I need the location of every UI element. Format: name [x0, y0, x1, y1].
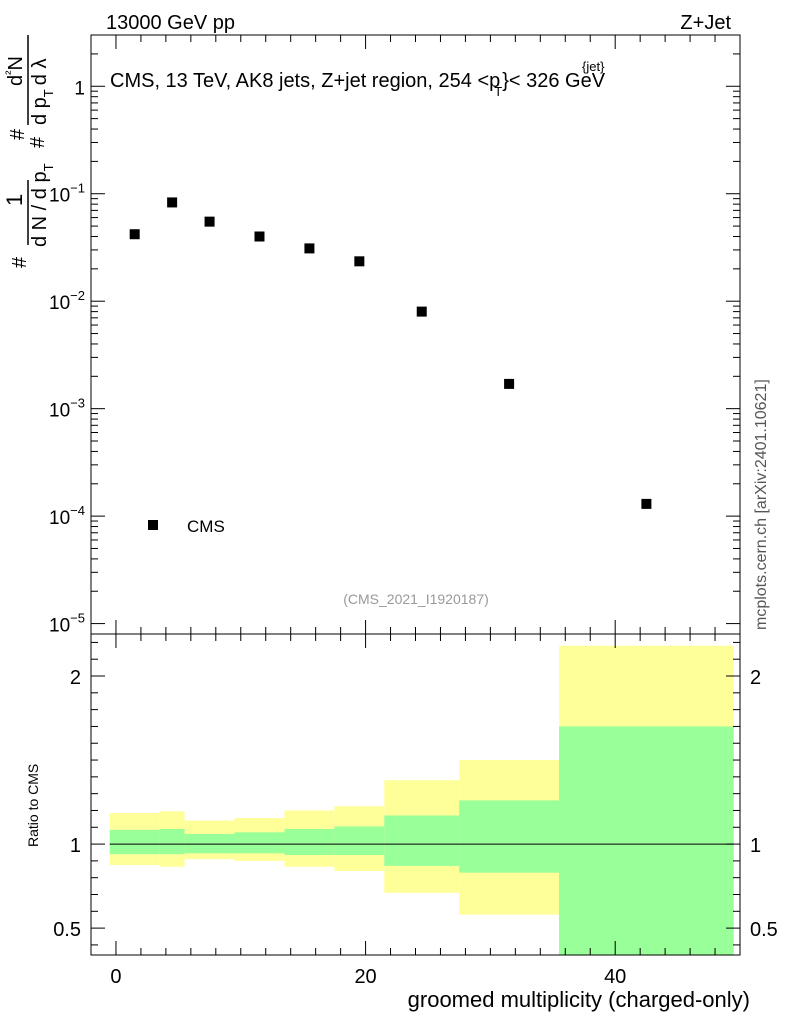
- ratio-xtick-label: 0: [110, 966, 121, 988]
- ratio-band-bin: [384, 815, 460, 866]
- main-ytick-label: 10−2: [49, 288, 85, 314]
- ratio-xtick-label: 20: [354, 966, 376, 988]
- ratio-xlabel: groomed multiplicity (charged-only): [408, 987, 750, 1012]
- ylabel-d2n: d²N: [2, 56, 27, 86]
- ratio-ytick-label-right: 0.5: [750, 919, 778, 941]
- ratio-axis-ticks: 0.5 0.51 12 20 20 40: [53, 634, 778, 988]
- ratio-band-bin: [334, 826, 385, 856]
- ylabel-hash-3: #: [27, 136, 49, 148]
- header-right: Z+Jet: [680, 12, 731, 34]
- plot-title-sup: {jet}: [582, 59, 605, 74]
- ratio-band-bin: [234, 832, 285, 854]
- data-point-cms: [167, 197, 178, 208]
- main-ytick-label: 10−4: [49, 503, 85, 529]
- plot-title-tail: }< 326 GeV: [502, 70, 606, 92]
- data-point-cms: [204, 216, 215, 227]
- data-point-cms: [504, 378, 515, 389]
- main-ytick-label: 10−5: [49, 611, 85, 637]
- main-ytick-label: 10−1: [49, 181, 85, 207]
- ratio-ytick-label-right: 2: [750, 667, 761, 689]
- ratio-ylabel: Ratio to CMS: [25, 764, 41, 847]
- data-point-cms: [129, 229, 140, 240]
- data-point-cms: [304, 243, 315, 254]
- main-axis-ticks: 1 10−1 10−2 10−3 10−4 10−5: [49, 34, 741, 637]
- ratio-band-bin: [284, 828, 335, 856]
- main-data-points: [129, 197, 652, 509]
- side-label: mcplots.cern.ch [arXiv:2401.10621]: [753, 379, 770, 630]
- ratio-uncertainty-bands: [109, 645, 734, 955]
- ratio-ytick-label: 0.5: [53, 919, 81, 941]
- ratio-ytick-label: 2: [70, 667, 81, 689]
- plot-title-sub: T: [494, 84, 502, 99]
- ratio-xtick-label: 40: [604, 966, 626, 988]
- legend-label-cms: CMS: [187, 517, 225, 536]
- ylabel-hash-1: #: [9, 256, 31, 268]
- plot-title-main: CMS, 13 TeV, AK8 jets, Z+jet region, 254…: [110, 70, 500, 92]
- plot-title: CMS, 13 TeV, AK8 jets, Z+jet region, 254…: [110, 70, 606, 99]
- data-point-cms: [641, 498, 652, 509]
- ylabel-denom: d N / d pT: [29, 163, 56, 247]
- data-point-cms: [416, 306, 427, 317]
- ratio-band-bin: [559, 726, 734, 955]
- main-ytick-label: 10−3: [49, 396, 85, 422]
- main-plot-panel: 1 10−1 10−2 10−3 10−4 10−5 CMS, 13 TeV, AK8 j…: [2, 34, 741, 637]
- legend-marker-cms: [148, 520, 158, 530]
- ratio-plot-panel: 0.5 0.51 12 20 20 40 Ratio to CMS groomed mul…: [25, 633, 778, 1012]
- ylabel-dpt: d pTd λ: [29, 59, 56, 125]
- ylabel-one: 1: [2, 194, 27, 206]
- main-ylabel: # 1 d N / d pT # d²N d pTd λ #: [2, 35, 56, 268]
- ratio-band-bin: [159, 828, 185, 855]
- watermark: (CMS_2021_I1920187): [343, 591, 489, 607]
- header-left: 13000 GeV pp: [106, 12, 235, 34]
- ratio-ytick-label-right: 1: [750, 835, 761, 857]
- ratio-band-bin: [459, 800, 560, 873]
- ratio-ytick-label: 1: [70, 835, 81, 857]
- main-ytick-label: 1: [74, 78, 85, 99]
- data-point-cms: [254, 231, 265, 242]
- ylabel-hash-2: #: [7, 128, 29, 140]
- ratio-band-bin: [109, 829, 160, 855]
- data-point-cms: [354, 256, 365, 267]
